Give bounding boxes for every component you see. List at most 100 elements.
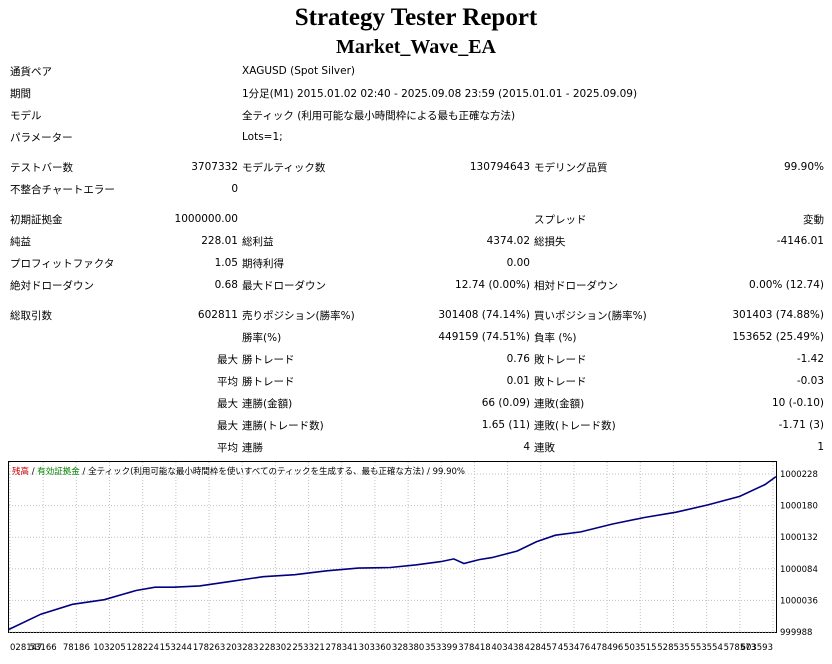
legend-quality: 99.90%: [433, 467, 465, 477]
x-tick-label: 153244: [160, 643, 192, 653]
legend-separator: /: [424, 467, 432, 477]
label: 売りポジション(勝率%): [242, 309, 355, 322]
value: XAGUSD (Spot Silver): [242, 65, 355, 77]
x-tick-label: 453476: [558, 643, 590, 653]
x-tick-label: 303360: [359, 643, 391, 653]
label: 最大ドローダウン: [242, 279, 326, 292]
value: 12.74 (0.00%): [455, 279, 530, 291]
report-title: Strategy Tester Report: [294, 4, 538, 31]
row-average: 平均 勝トレード 0.01 敗トレード -0.03: [8, 370, 826, 392]
x-tick-label: 203283: [226, 643, 258, 653]
x-tick-label: 278341: [326, 643, 358, 653]
row-bars: テストバー数 3707332 モデルティック数 130794643 モデリング品…: [8, 156, 826, 178]
qualifier: 平均: [217, 441, 238, 454]
label: 買いポジション(勝率%): [534, 309, 647, 322]
x-tick-label: 528535: [657, 643, 689, 653]
value: Lots=1;: [242, 131, 283, 143]
row-params: パラメーター Lots=1;: [8, 126, 826, 148]
value: 0: [231, 183, 238, 195]
row-mismatch: 不整合チャートエラー 0: [8, 178, 826, 200]
x-tick-label: 128224: [126, 643, 158, 653]
row-max-consecutive: 最大 連勝(金額) 66 (0.09) 連敗(金額) 10 (-0.10): [8, 392, 826, 414]
legend-model: 全ティック(利用可能な最小時間枠を使いすべてのティックを生成する、最も正確な方法…: [88, 466, 424, 477]
value: 変動: [803, 213, 824, 226]
label: 純益: [10, 235, 31, 248]
row-avg-consecutive: 平均 連勝 4 連敗 1: [8, 436, 826, 458]
value: 99.90%: [783, 161, 824, 173]
label: 絶対ドローダウン: [10, 279, 94, 292]
qualifier: 最大: [217, 397, 238, 410]
qualifier: 最大: [217, 353, 238, 366]
x-tick-label: 78186: [63, 643, 90, 653]
row-drawdown: 絶対ドローダウン 0.68 最大ドローダウン 12.74 (0.00%) 相対ド…: [8, 274, 826, 296]
label: 勝トレード: [242, 353, 295, 366]
label: 期待利得: [242, 257, 284, 270]
label: 連勝(トレード数): [242, 419, 324, 432]
label: 不整合チャートエラー: [10, 183, 115, 196]
value: 10 (-0.10): [771, 397, 824, 409]
label: 総取引数: [10, 309, 52, 322]
label: 連敗(トレード数): [534, 419, 616, 432]
label: パラメーター: [10, 131, 73, 144]
grid: [9, 462, 776, 633]
qualifier: 最大: [217, 419, 238, 432]
value: 228.01: [201, 235, 238, 247]
value: 4: [523, 441, 530, 453]
label: テストバー数: [10, 161, 73, 174]
value: 全ティック (利用可能な最小時間枠による最も正確な方法): [242, 109, 516, 122]
row-net: 純益 228.01 総利益 4374.02 総損失 -4146.01: [8, 230, 826, 252]
label: 敗トレード: [534, 375, 587, 388]
value: -1.42: [796, 353, 824, 365]
x-tick-label: 103205: [93, 643, 125, 653]
y-tick-label: 1000180: [780, 502, 818, 512]
y-tick-label: 1000228: [780, 470, 818, 480]
row-largest: 最大 勝トレード 0.76 敗トレード -1.42: [8, 348, 826, 370]
report-table: 通貨ペア XAGUSD (Spot Silver) 期間 1分足(M1) 201…: [8, 60, 826, 458]
x-tick-label: 403438: [491, 643, 523, 653]
x-tick-label: 178263: [193, 643, 225, 653]
row-max-consecutive-count: 最大 連勝(トレード数) 1.65 (11) 連敗(トレード数) -1.71 (…: [8, 414, 826, 436]
value: 0.76: [506, 353, 530, 365]
x-tick-label: 603593: [741, 643, 773, 653]
label: 勝トレード: [242, 375, 295, 388]
legend-equity: 有効証拠金: [37, 466, 80, 477]
row-period: 期間 1分足(M1) 2015.01.02 02:40 - 2025.09.08…: [8, 82, 826, 104]
row-trades: 総取引数 602811 売りポジション(勝率%) 301408 (74.14%)…: [8, 304, 826, 326]
value: 0.00: [506, 257, 530, 269]
label: モデルティック数: [242, 161, 326, 174]
x-tick-label: 378418: [458, 643, 490, 653]
label: 総利益: [242, 235, 274, 248]
x-tick-label: 228302: [259, 643, 291, 653]
value: 0.68: [214, 279, 238, 291]
row-pf: プロフィットファクタ 1.05 期待利得 0.00: [8, 252, 826, 274]
x-tick-label: 328380: [392, 643, 424, 653]
y-tick-label: 1000084: [780, 565, 818, 575]
label: プロフィットファクタ: [10, 257, 115, 270]
value: 1000000.00: [174, 213, 238, 225]
x-tick-label: 53166: [30, 643, 57, 653]
label: 相対ドローダウン: [534, 279, 618, 292]
row-deposit: 初期証拠金 1000000.00 スプレッド 変動: [8, 208, 826, 230]
value: 66 (0.09): [481, 397, 530, 409]
label: 総損失: [534, 235, 566, 248]
balance-chart: 残高 / 有効証拠金 / 全ティック(利用可能な最小時間枠を使いすべてのティック…: [8, 461, 818, 653]
value: -1.71 (3): [778, 419, 824, 431]
value: -0.03: [796, 375, 824, 387]
x-tick-label: 353399: [425, 643, 457, 653]
value: 153652 (25.49%): [732, 331, 824, 343]
value: 130794643: [469, 161, 530, 173]
value: 1.65 (11): [481, 419, 530, 431]
value: 602811: [197, 309, 238, 321]
legend-balance: 残高: [12, 466, 29, 477]
value: 449159 (74.51%): [438, 331, 530, 343]
x-tick-label: 428457: [525, 643, 557, 653]
x-tick-label: 253321: [292, 643, 324, 653]
y-tick-label: 1000132: [780, 533, 818, 543]
label: 勝率(%): [242, 331, 282, 344]
label: 負率 (%): [534, 331, 577, 344]
label: 連敗(金額): [534, 397, 585, 410]
qualifier: 平均: [217, 375, 238, 388]
balance-line: [8, 475, 777, 631]
legend-separator: /: [29, 467, 37, 477]
